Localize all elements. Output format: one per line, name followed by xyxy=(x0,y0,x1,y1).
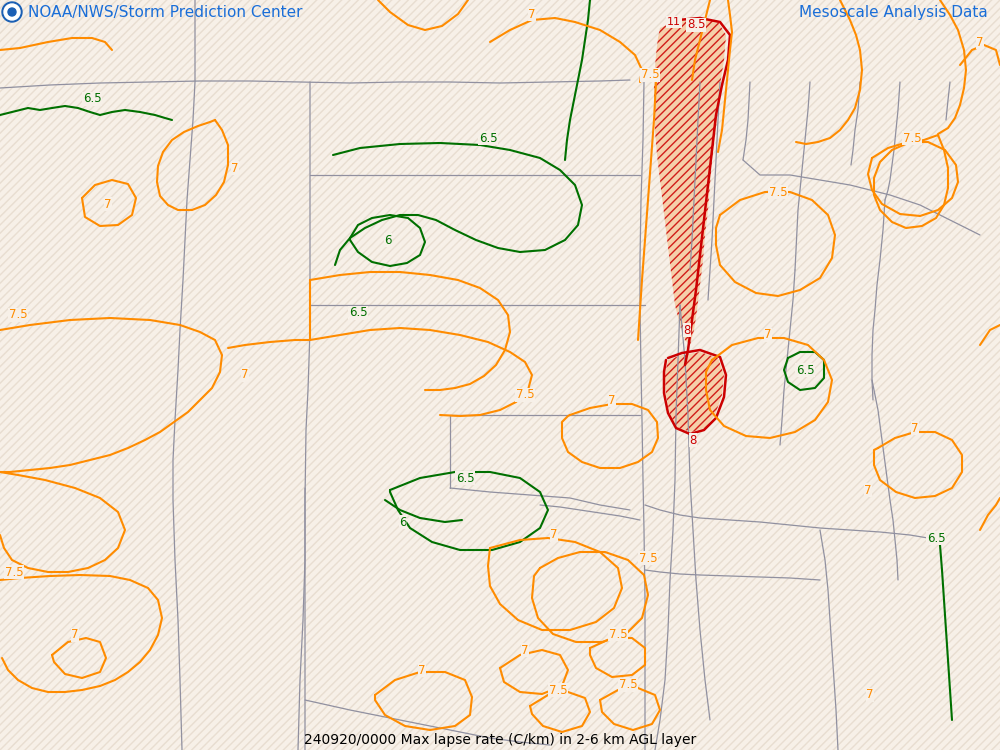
Text: 7: 7 xyxy=(608,394,616,406)
Circle shape xyxy=(8,8,16,16)
Text: 7: 7 xyxy=(71,628,79,641)
Text: 240920/0000 Max lapse rate (C/km) in 2-6 km AGL layer: 240920/0000 Max lapse rate (C/km) in 2-6… xyxy=(304,733,696,747)
Text: 7: 7 xyxy=(241,368,249,382)
Text: 7: 7 xyxy=(528,8,536,20)
Circle shape xyxy=(4,4,20,20)
Text: 7.5: 7.5 xyxy=(639,551,657,565)
Text: 7: 7 xyxy=(764,328,772,341)
Text: 7.5: 7.5 xyxy=(769,185,787,199)
Text: 8: 8 xyxy=(683,323,691,337)
Text: 7: 7 xyxy=(976,35,984,49)
Text: 6.5: 6.5 xyxy=(349,307,367,320)
Text: 7.5: 7.5 xyxy=(609,628,627,640)
Text: 7.5: 7.5 xyxy=(641,68,659,82)
Text: 6.5: 6.5 xyxy=(927,532,945,544)
Text: 11: 11 xyxy=(667,17,681,27)
Text: 7.5: 7.5 xyxy=(5,566,23,578)
Text: 7.5: 7.5 xyxy=(549,683,567,697)
Text: 7.5: 7.5 xyxy=(516,388,534,401)
Text: 7: 7 xyxy=(864,484,872,496)
Text: 7.5: 7.5 xyxy=(9,308,27,322)
Text: 7: 7 xyxy=(231,161,239,175)
Text: Mesoscale Analysis Data: Mesoscale Analysis Data xyxy=(799,4,988,20)
Polygon shape xyxy=(654,18,726,345)
Text: 8.5: 8.5 xyxy=(687,19,705,32)
Text: 7.5: 7.5 xyxy=(619,679,637,692)
Text: NOAA/NWS/Storm Prediction Center: NOAA/NWS/Storm Prediction Center xyxy=(28,4,302,20)
Text: 8: 8 xyxy=(689,433,697,446)
Text: 7: 7 xyxy=(521,644,529,656)
Text: 6: 6 xyxy=(399,515,407,529)
Text: 6.5: 6.5 xyxy=(456,472,474,484)
Text: 6.5: 6.5 xyxy=(479,131,497,145)
Text: 7: 7 xyxy=(104,197,112,211)
Text: 6.5: 6.5 xyxy=(796,364,814,376)
Text: 7: 7 xyxy=(866,688,874,701)
Polygon shape xyxy=(665,352,724,432)
Text: 6.5: 6.5 xyxy=(83,92,101,106)
Text: 7: 7 xyxy=(550,529,558,542)
Text: 6: 6 xyxy=(384,233,392,247)
Text: 7.5: 7.5 xyxy=(903,131,921,145)
Text: 7: 7 xyxy=(418,664,426,676)
Text: 7: 7 xyxy=(911,422,919,434)
Circle shape xyxy=(2,2,22,22)
